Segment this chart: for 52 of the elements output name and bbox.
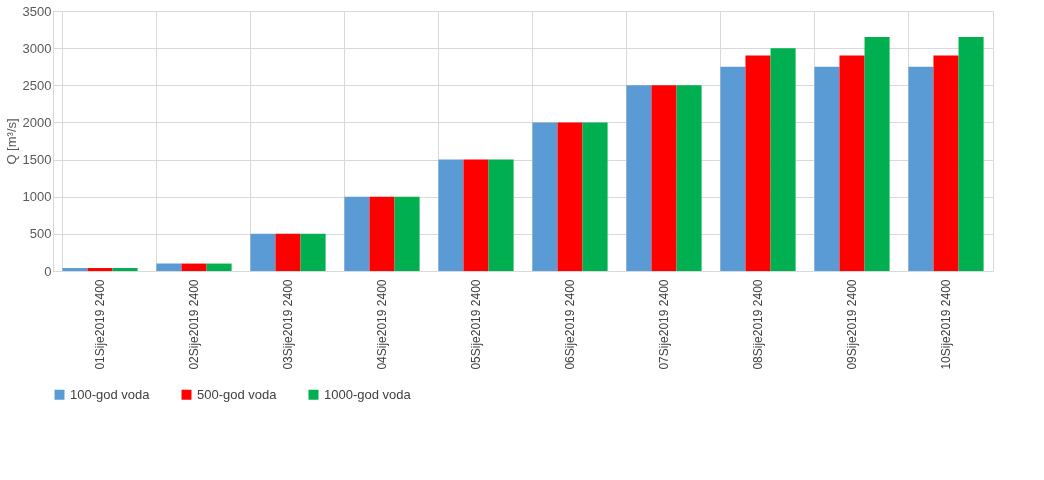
bar [181,263,207,271]
bar [958,37,984,271]
bar [369,196,395,271]
x-tick-label: 06Sije2019 2400 [563,279,577,370]
bar [745,55,771,271]
y-axis-title: Q [m³/s] [3,118,19,165]
x-tick-label: 01Sije2019 2400 [93,279,107,370]
bar [156,263,182,271]
x-tick-label: 05Sije2019 2400 [469,279,483,370]
x-tick-label: 07Sije2019 2400 [657,279,671,370]
bar [250,233,276,271]
bar [814,66,840,271]
x-tick-label: 03Sije2019 2400 [281,279,295,370]
bar [62,268,88,271]
bar [908,66,934,271]
bar [933,55,959,271]
bar [206,263,232,271]
bar [87,268,113,271]
bar [532,122,558,271]
legend-label: 500-god voda [197,386,278,402]
x-tick-label: 02Sije2019 2400 [187,279,201,370]
y-tick-label: 3500 [22,3,52,19]
bar [557,122,583,271]
bar [582,122,608,271]
y-tick-label: 1000 [22,189,52,205]
bar [463,159,489,271]
y-tick-label: 2000 [22,114,52,130]
bar [300,233,326,271]
legend-label: 1000-god voda [324,386,412,402]
y-tick-label: 1500 [22,152,52,168]
x-tick-label: 08Sije2019 2400 [751,279,765,370]
bar [864,37,890,271]
y-tick-label: 3000 [22,40,52,56]
bar [770,48,796,271]
bar [488,159,514,271]
bar [626,85,652,271]
bar [344,196,370,271]
bar [839,55,865,271]
bar [438,159,464,271]
bar [676,85,702,271]
bar [394,196,420,271]
x-tick-label: 10Sije2019 2400 [939,279,953,370]
x-tick-label: 09Sije2019 2400 [845,279,859,370]
bar [112,268,138,271]
x-tick-label: 04Sije2019 2400 [375,279,389,370]
bar [275,233,301,271]
y-tick-label: 2500 [22,77,52,93]
y-tick-label: 500 [29,226,52,242]
y-tick-label: 0 [44,263,52,279]
bar [720,66,746,271]
legend-label: 100-god voda [70,386,151,402]
bar [651,85,677,271]
